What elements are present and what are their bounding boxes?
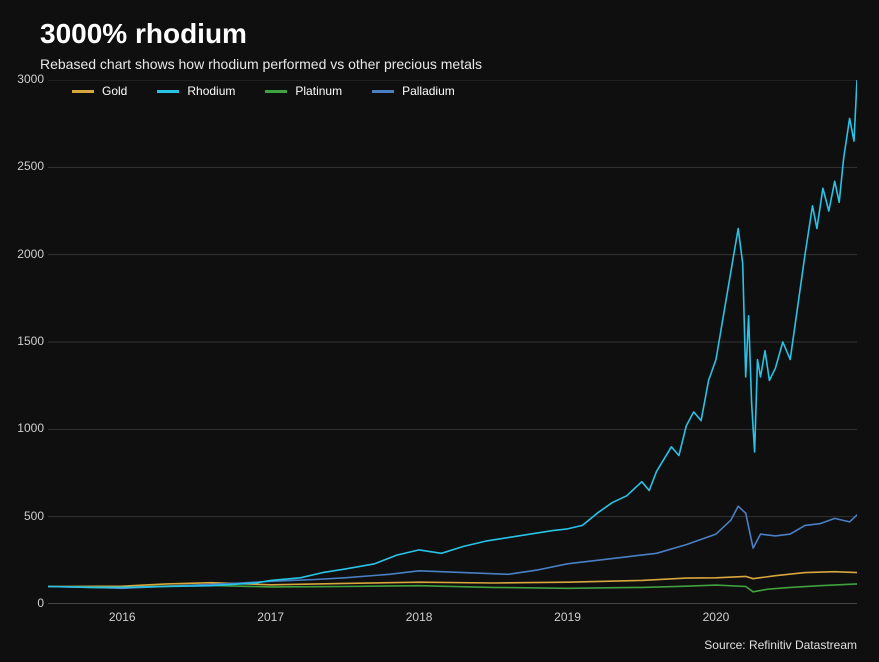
chart-title: 3000% rhodium [40, 18, 859, 50]
x-tick-label: 2017 [257, 610, 284, 624]
chart-container: 3000% rhodium Rebased chart shows how rh… [0, 0, 879, 662]
series-palladium [48, 506, 857, 588]
y-tick-label: 2500 [4, 159, 44, 173]
x-tick-label: 2020 [703, 610, 730, 624]
line-chart-svg [48, 80, 857, 604]
y-tick-label: 1500 [4, 334, 44, 348]
series-platinum [48, 584, 857, 592]
x-tick-label: 2018 [406, 610, 433, 624]
y-tick-label: 3000 [4, 72, 44, 86]
y-tick-label: 2000 [4, 247, 44, 261]
chart-subtitle: Rebased chart shows how rhodium performe… [40, 56, 859, 72]
y-tick-label: 0 [4, 596, 44, 610]
plot-area [48, 80, 857, 604]
source-label: Source: Refinitiv Datastream [704, 638, 857, 652]
series-gold [48, 572, 857, 587]
y-tick-label: 1000 [4, 421, 44, 435]
x-tick-label: 2019 [554, 610, 581, 624]
y-tick-label: 500 [4, 509, 44, 523]
x-tick-label: 2016 [109, 610, 136, 624]
